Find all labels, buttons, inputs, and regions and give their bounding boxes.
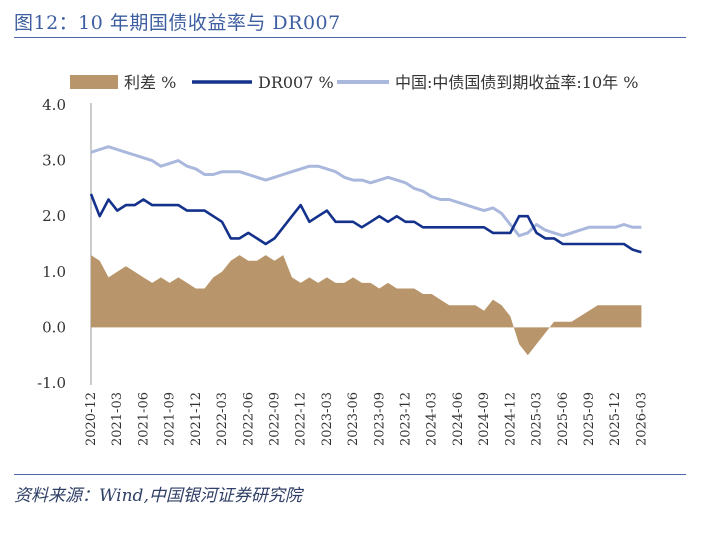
x-tick-label: 2022-06	[241, 392, 256, 446]
legend: 利差 % DR007 % 中国:中债国债到期收益率:10年 %	[70, 73, 638, 92]
x-tick-label: 2021-03	[110, 392, 125, 446]
y-tick-label: 2.0	[42, 207, 66, 225]
x-tick-label: 2023-06	[346, 392, 361, 446]
y-tick-label: 4.0	[42, 96, 66, 114]
x-tick-label: 2024-03	[425, 392, 440, 446]
y-tick-label: 0.0	[42, 318, 66, 336]
legend-item-dr007: DR007 %	[192, 73, 334, 92]
legend-label: 中国:中债国债到期收益率:10年 %	[395, 73, 638, 92]
x-tick-label: 2021-09	[163, 392, 178, 446]
x-tick-label: 2021-12	[189, 392, 204, 446]
source-note: 资料来源：Wind,中国银河证券研究院	[14, 486, 302, 506]
x-tick-label: 2025-12	[608, 392, 623, 446]
x-tick-label: 2023-03	[320, 392, 335, 446]
plot-area	[89, 145, 642, 356]
series-cgb10y-line	[90, 145, 642, 238]
x-tick-label: 2024-06	[451, 392, 466, 446]
x-tick-label: 2024-12	[503, 392, 518, 446]
legend-item-cgb10y: 中国:中债国债到期收益率:10年 %	[337, 73, 638, 92]
figure-title: 图12：10 年期国债收益率与 DR007	[14, 12, 341, 34]
x-tick-label: 2025-09	[582, 392, 597, 446]
legend-swatch	[70, 75, 118, 89]
x-tick-label: 2025-03	[530, 392, 545, 446]
series-dr007-line	[89, 193, 642, 254]
series-spread-area	[91, 255, 642, 356]
chart: 利差 % DR007 % 中国:中债国债到期收益率:10年 % 4.0 3.0 2.0 1…	[37, 73, 649, 446]
x-tick-label: 2022-12	[294, 392, 309, 446]
x-tick-label: 2023-09	[372, 392, 387, 446]
title-rule	[14, 37, 686, 38]
x-tick-label: 2025-06	[556, 392, 571, 446]
y-tick-label: 3.0	[42, 152, 66, 170]
x-axis: 2020-12 2021-03 2021-06 2021-09 2021-12 2022-…	[84, 392, 649, 446]
x-tick-label: 2024-09	[477, 392, 492, 446]
y-tick-label: 1.0	[42, 263, 66, 281]
x-tick-label: 2022-03	[215, 392, 230, 446]
y-axis: 4.0 3.0 2.0 1.0 0.0 -1.0	[37, 96, 92, 392]
x-tick-label: 2020-12	[84, 392, 99, 446]
legend-item-spread: 利差 %	[70, 73, 176, 92]
y-tick-label: -1.0	[37, 374, 66, 392]
source-rule	[14, 474, 686, 475]
x-tick-label: 2023-12	[399, 392, 414, 446]
x-tick-label: 2026-03	[634, 392, 649, 446]
legend-label: DR007 %	[258, 73, 334, 92]
x-tick-label: 2021-06	[136, 392, 151, 446]
x-tick-label: 2022-09	[267, 392, 282, 446]
legend-label: 利差 %	[124, 73, 176, 92]
